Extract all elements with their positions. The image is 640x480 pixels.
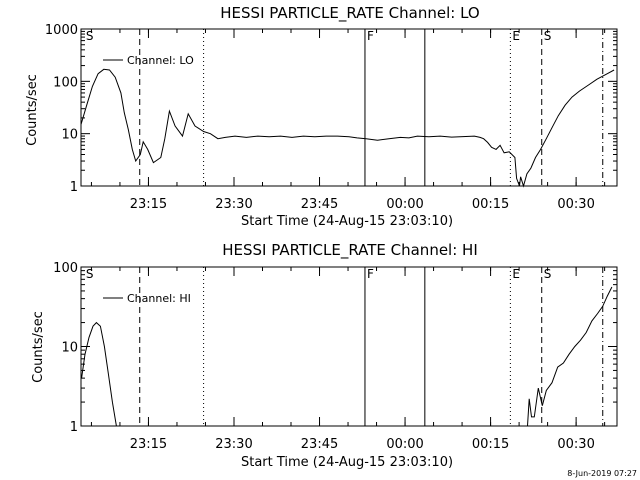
flag-label: S bbox=[86, 29, 94, 43]
chart-title-lo: HESSI PARTICLE_RATE Channel: LO bbox=[220, 4, 479, 23]
x-tick-label: 23:45 bbox=[301, 437, 338, 452]
x-tick-label: 00:00 bbox=[386, 197, 423, 212]
y-axis-label-hi: Counts/sec bbox=[31, 311, 46, 383]
x-axis-label-hi: Start Time (24-Aug-15 23:03:10) bbox=[241, 455, 453, 470]
y-tick-label: 100 bbox=[53, 75, 78, 90]
x-tick-label: 23:45 bbox=[301, 197, 338, 212]
series-line bbox=[527, 286, 613, 427]
flag-label: S bbox=[544, 267, 552, 281]
x-tick-label: 23:30 bbox=[215, 197, 252, 212]
flag-label: F bbox=[367, 29, 374, 43]
x-tick-label: 00:15 bbox=[472, 437, 509, 452]
y-tick-label: 1 bbox=[70, 420, 78, 435]
series-line bbox=[81, 321, 117, 427]
panel-hi: HESSI PARTICLE_RATE Channel: HI Start Ti… bbox=[31, 241, 618, 470]
x-tick-label: 00:00 bbox=[386, 437, 423, 452]
x-tick-label: 00:30 bbox=[557, 197, 594, 212]
chart-title-hi: HESSI PARTICLE_RATE Channel: HI bbox=[222, 241, 478, 260]
y-tick-label: 1 bbox=[70, 180, 78, 195]
x-tick-label: 23:15 bbox=[130, 197, 167, 212]
y-tick-label: 10 bbox=[61, 341, 78, 356]
legend-label: Channel: HI bbox=[127, 292, 191, 305]
timestamp-stamp: 8-Jun-2019 07:27 bbox=[567, 469, 637, 478]
flag-label: E bbox=[512, 29, 520, 43]
x-tick-label: 23:30 bbox=[215, 437, 252, 452]
x-tick-label: 23:15 bbox=[130, 437, 167, 452]
y-tick-label: 10 bbox=[61, 128, 78, 143]
y-tick-label: 100 bbox=[53, 261, 78, 276]
y-tick-label: 1000 bbox=[45, 23, 78, 38]
x-tick-label: 00:15 bbox=[472, 197, 509, 212]
flag-label: S bbox=[86, 267, 94, 281]
x-axis-label-lo: Start Time (24-Aug-15 23:03:10) bbox=[241, 214, 453, 229]
legend-label: Channel: LO bbox=[127, 54, 194, 67]
series-line bbox=[80, 68, 615, 188]
plot-frame bbox=[80, 28, 618, 187]
y-axis-label-lo: Counts/sec bbox=[25, 74, 40, 146]
flag-label: F bbox=[367, 267, 374, 281]
flag-label: S bbox=[544, 29, 552, 43]
x-tick-label: 00:30 bbox=[557, 437, 594, 452]
flag-label: E bbox=[512, 267, 520, 281]
panel-lo: HESSI PARTICLE_RATE Channel: LO Start Ti… bbox=[25, 4, 618, 229]
